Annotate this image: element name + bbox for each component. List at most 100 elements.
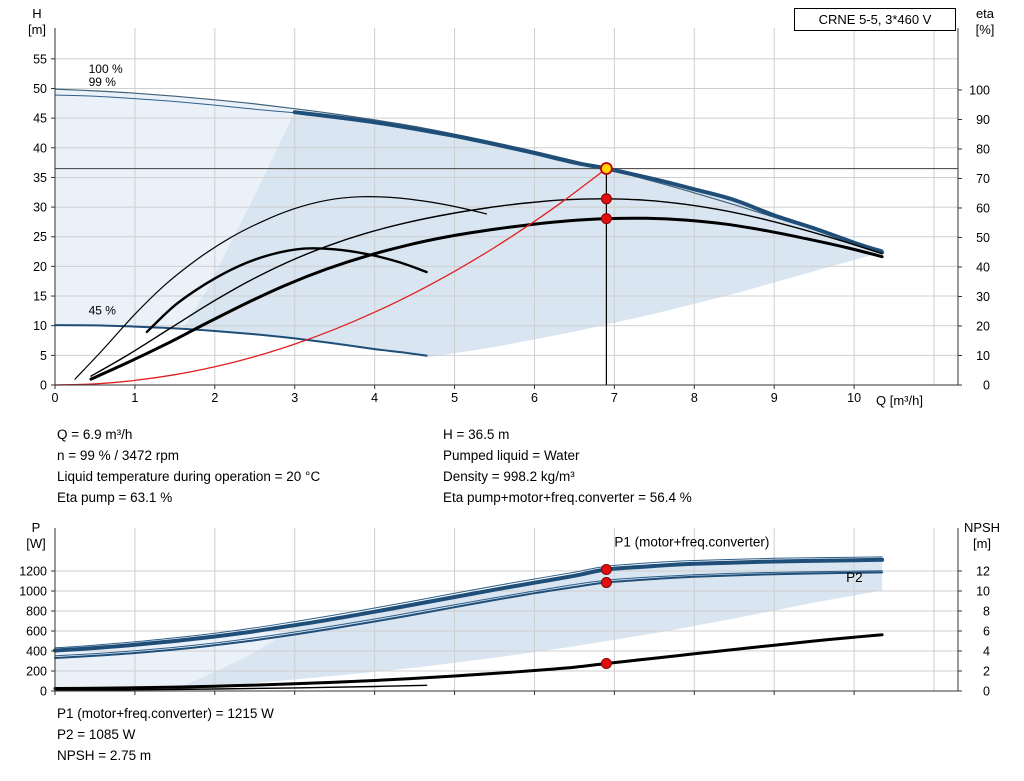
hq-eta-chart: 100 %99 %45 %051015202530354045505501020… <box>33 28 990 405</box>
tick-label: 90 <box>976 113 990 127</box>
readout-speed: n = 99 % / 3472 rpm <box>57 448 179 463</box>
readout-head: H = 36.5 m <box>443 427 510 442</box>
npsh-axis-label-line1: NPSH <box>963 520 1001 535</box>
speed-label-99: 99 % <box>89 75 117 89</box>
power-readout: P1 (motor+freq.converter) = 1215 W P2 = … <box>57 703 274 766</box>
tick-label: 25 <box>33 230 47 244</box>
tick-label: 100 <box>969 83 990 97</box>
readout-density: Density = 998.2 kg/m³ <box>443 469 575 484</box>
tick-label: 0 <box>52 391 59 405</box>
tick-label: 12 <box>976 565 990 579</box>
speed-label-100: 100 % <box>89 62 123 76</box>
operating-envelope-dark <box>182 112 883 358</box>
tick-label: 50 <box>976 231 990 245</box>
eta-axis-label-line1: eta <box>975 6 995 21</box>
tick-label: 10 <box>33 319 47 333</box>
power-envelope-dark <box>174 559 883 690</box>
tick-label: 7 <box>611 391 618 405</box>
eta-axis-label: eta [%] <box>963 6 1007 38</box>
p-axis-label-line2: [W] <box>26 536 46 551</box>
tick-label: 8 <box>983 605 990 619</box>
eta-axis-label-line2: [%] <box>975 22 995 37</box>
tick-label: 30 <box>33 201 47 215</box>
eta-curve-pump-100pct <box>74 195 488 380</box>
npsh-duty-marker <box>600 658 612 669</box>
readout-p1: P1 (motor+freq.converter) = 1215 W <box>57 706 274 721</box>
tick-label: 55 <box>33 52 47 66</box>
tick-label: 9 <box>771 391 778 405</box>
tick-label: 40 <box>33 141 47 155</box>
tick-label: 1 <box>131 391 138 405</box>
speed-label-45: 45 % <box>89 303 117 317</box>
tick-label: 15 <box>33 290 47 304</box>
p1-curve <box>53 557 885 653</box>
eta-curve-total-control <box>89 216 884 381</box>
npsh-axis-label: NPSH [m] <box>950 520 1014 552</box>
tick-label: 35 <box>33 171 47 185</box>
tick-label: 3 <box>291 391 298 405</box>
tick-label: 10 <box>847 391 861 405</box>
readout-eta-total: Eta pump+motor+freq.converter = 56.4 % <box>443 490 692 505</box>
tick-label: 200 <box>26 665 47 679</box>
duty-readout-left: Q = 6.9 m³/h n = 99 % / 3472 rpm Liquid … <box>57 424 320 508</box>
readout-npsh: NPSH = 2.75 m <box>57 748 152 763</box>
p1-label: P1 (motor+freq.converter) <box>614 535 769 550</box>
pump-model-title: CRNE 5-5, 3*460 V <box>794 8 956 31</box>
duty-point-marker <box>600 162 613 175</box>
tick-label: 20 <box>976 319 990 333</box>
eta-curve-pump-control <box>90 198 883 377</box>
tick-label: 2 <box>983 665 990 679</box>
eta-total-marker <box>600 213 612 225</box>
h-axis-label: H [m] <box>20 6 54 38</box>
pump-curve-99pct-thick <box>292 110 885 255</box>
p2-label: P2 <box>846 570 863 585</box>
tick-label: 60 <box>976 201 990 215</box>
duty-readout-right: H = 36.5 m Pumped liquid = Water Density… <box>443 424 692 508</box>
pump-curve-99pct-thin <box>54 94 296 114</box>
tick-label: 2 <box>211 391 218 405</box>
tick-label: 0 <box>983 379 990 393</box>
tick-label: 40 <box>976 260 990 274</box>
readout-liquid-temp: Liquid temperature during operation = 20… <box>57 469 321 484</box>
p-axis-label: P [W] <box>18 520 54 552</box>
tick-label: 5 <box>451 391 458 405</box>
p1-curve-thin <box>54 556 883 649</box>
tick-label: 80 <box>976 142 990 156</box>
tick-label: 10 <box>976 585 990 599</box>
readout-flow: Q = 6.9 m³/h <box>57 427 133 442</box>
p2-curve-thin <box>54 570 883 657</box>
eta-pump-marker <box>600 193 612 205</box>
tick-label: 0 <box>40 379 47 393</box>
tick-label: 6 <box>531 391 538 405</box>
tick-label: 1000 <box>19 585 47 599</box>
readout-eta-pump: Eta pump = 63.1 % <box>57 490 173 505</box>
tick-label: 6 <box>983 625 990 639</box>
tick-label: 1200 <box>19 565 47 579</box>
npsh-curve-reduced <box>54 684 428 691</box>
tick-label: 45 <box>33 112 47 126</box>
tick-label: 0 <box>983 685 990 699</box>
eta-curve-reduced-speed <box>145 247 428 334</box>
readout-p2: P2 = 1085 W <box>57 727 136 742</box>
tick-label: 10 <box>976 349 990 363</box>
tick-label: 30 <box>976 290 990 304</box>
tick-label: 800 <box>26 605 47 619</box>
p-axis-label-line1: P <box>31 520 41 535</box>
tick-label: 70 <box>976 172 990 186</box>
tick-label: 0 <box>40 685 47 699</box>
tick-label: 20 <box>33 260 47 274</box>
p1-duty-marker <box>600 564 612 575</box>
tick-label: 600 <box>26 625 47 639</box>
tick-label: 8 <box>691 391 698 405</box>
tick-label: 5 <box>40 349 47 363</box>
tick-label: 4 <box>371 391 378 405</box>
readout-pumped-liquid: Pumped liquid = Water <box>443 448 580 463</box>
npsh-curve <box>53 633 884 690</box>
h-axis-label-line1: H <box>32 6 42 21</box>
p2-duty-marker <box>600 577 612 588</box>
control-curve <box>54 167 608 386</box>
npsh-axis-label-line2: [m] <box>972 536 992 551</box>
p2-curve <box>54 571 884 659</box>
tick-label: 400 <box>26 645 47 659</box>
